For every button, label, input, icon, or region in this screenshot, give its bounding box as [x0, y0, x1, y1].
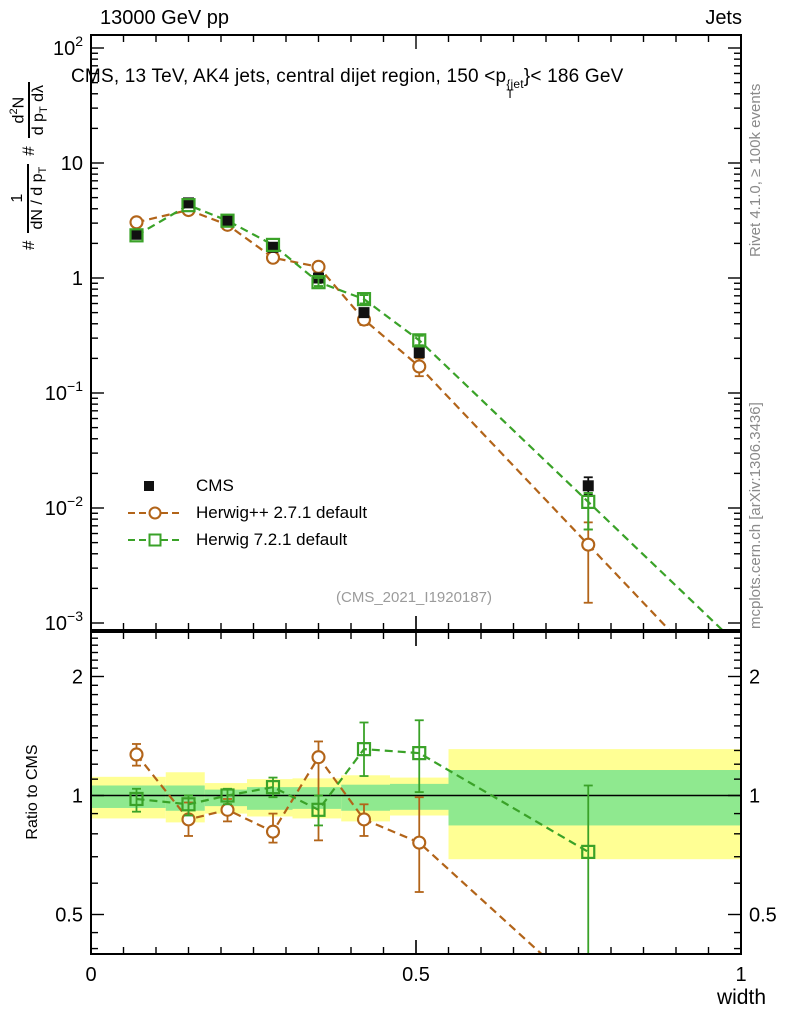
legend-item-herwigpp: Herwig++ 2.7.1 default — [126, 499, 367, 526]
beam-energy-label: 13000 GeV pp — [100, 7, 229, 29]
legend-label-cms: CMS — [196, 475, 234, 495]
ylabel-fraction-2: d2N d pT dλ — [8, 81, 51, 139]
legend: CMS Herwig++ 2.7.1 default Herwig 7.2.1 … — [126, 472, 367, 553]
plot-title-text: CMS, 13 TeV, AK4 jets, central dijet reg… — [71, 66, 507, 87]
svg-text:1: 1 — [749, 786, 760, 808]
ylabel-hash-2: # — [19, 146, 39, 156]
svg-text:0.5: 0.5 — [749, 905, 777, 927]
legend-label-herwig7: Herwig 7.2.1 default — [196, 529, 348, 549]
legend-label-herwigpp: Herwig++ 2.7.1 default — [196, 502, 368, 522]
svg-text:0.5: 0.5 — [55, 905, 83, 927]
rivet-version-note: Rivet 4.1.0, ≥ 100k events — [747, 83, 764, 257]
svg-text:0: 0 — [85, 964, 96, 986]
ylabel-hash-1: # — [19, 240, 39, 250]
herwigpp-marker-icon — [128, 506, 182, 519]
svg-text:10−2: 10−2 — [45, 493, 83, 520]
svg-text:0.5: 0.5 — [402, 964, 430, 986]
ratio-panel-series — [129, 719, 596, 954]
svg-text:1: 1 — [72, 268, 83, 290]
x-axis-label: width — [716, 986, 766, 1009]
svg-text:1: 1 — [72, 786, 83, 808]
svg-text:1: 1 — [735, 964, 746, 986]
axis-ticks — [90, 35, 742, 954]
svg-text:10−1: 10−1 — [45, 378, 83, 405]
svg-text:10−3: 10−3 — [45, 608, 83, 635]
analysis-id-watermark: (CMS_2021_I1920187) — [336, 589, 492, 606]
ratio-uncertainty-bands — [91, 749, 741, 860]
legend-item-herwig7: Herwig 7.2.1 default — [126, 526, 367, 553]
herwig7-marker-icon — [128, 533, 182, 546]
svg-text:2: 2 — [72, 667, 83, 689]
ratio-y-axis-label: Ratio to CMS — [24, 744, 41, 840]
cms-marker-icon — [144, 480, 154, 491]
plot-title-supsub: {jet T — [506, 77, 524, 101]
legend-item-cms: CMS — [126, 472, 367, 499]
mcplots-arxiv-note: mcplots.cern.ch [arXiv:1306.3436] — [747, 402, 764, 629]
svg-text:102: 102 — [53, 33, 83, 60]
main-panel-series — [129, 197, 724, 630]
main-y-axis-label: # 1 dN / d pT # d2N d pT dλ — [8, 81, 51, 250]
ylabel-fraction-1: 1 dN / d pT — [9, 163, 49, 233]
axis-tick-labels: 102 10 1 10−1 10−2 10−3 2 2 1 1 0.5 0.5 0 0.5 1 — [45, 33, 777, 986]
plot-title: CMS, 13 TeV, AK4 jets, central dijet reg… — [71, 66, 624, 101]
svg-text:2: 2 — [749, 667, 760, 689]
analysis-group-label: Jets — [705, 7, 742, 29]
svg-text:10: 10 — [61, 153, 83, 175]
